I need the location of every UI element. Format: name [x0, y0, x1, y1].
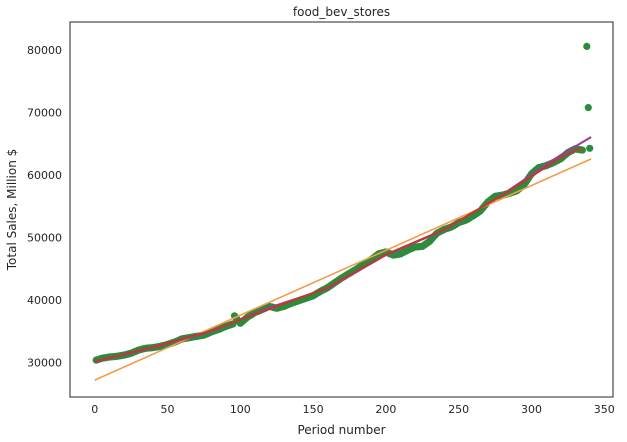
- x-tick-label: 350: [594, 403, 615, 416]
- plot-area-frame: [69, 21, 614, 398]
- y-tick-label: 40000: [27, 294, 62, 307]
- y-tick-label: 80000: [27, 44, 62, 57]
- linear-fit-line: [94, 158, 592, 381]
- y-tick-label: 70000: [27, 107, 62, 120]
- data-point: [583, 42, 591, 51]
- y-axis-ticks: 30000 40000 50000 60000 70000 80000: [27, 44, 62, 370]
- data-points-group: [92, 42, 594, 364]
- x-tick-label: 150: [303, 403, 324, 416]
- y-axis-title: Total Sales, Million $: [5, 149, 19, 272]
- data-point: [586, 144, 594, 152]
- series-layer: [92, 42, 594, 381]
- y-tick-label: 60000: [27, 169, 62, 182]
- trend-line: [94, 146, 583, 363]
- x-tick-label: 250: [448, 403, 469, 416]
- x-tick-label: 200: [375, 403, 396, 416]
- x-axis-ticks: 0 50 100 150 200 250 300 350: [91, 403, 615, 416]
- y-tick-label: 50000: [27, 232, 62, 245]
- x-tick-label: 0: [91, 403, 98, 416]
- x-tick-label: 50: [161, 403, 175, 416]
- x-tick-label: 100: [230, 403, 251, 416]
- chart-title: food_bev_stores: [293, 5, 390, 19]
- data-point: [578, 146, 587, 154]
- x-axis-title: Period number: [297, 423, 385, 437]
- y-tick-label: 30000: [27, 357, 62, 370]
- x-tick-label: 300: [521, 403, 542, 416]
- smooth-fit-line: [94, 136, 592, 363]
- data-point: [584, 104, 592, 112]
